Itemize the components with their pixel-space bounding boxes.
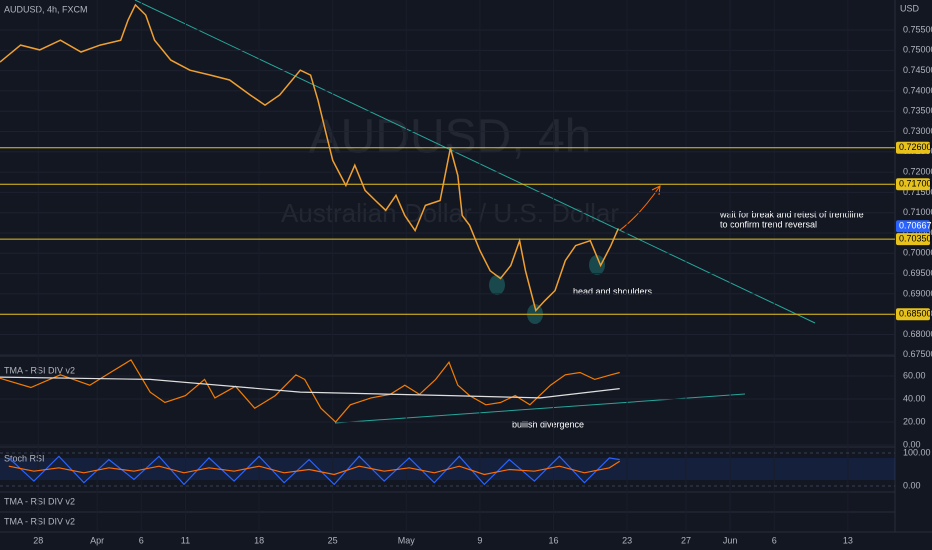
y-tick-label: 0.00 — [903, 480, 921, 490]
level-label-box — [896, 233, 930, 246]
y-tick-label: 20.00 — [903, 416, 926, 426]
level-label-box — [896, 178, 930, 191]
x-tick-label: 11 — [181, 535, 190, 545]
shoulder-marker — [489, 275, 505, 295]
y-tick-label: 100.00 — [903, 447, 931, 457]
y-tick-label: 0.75500 — [903, 24, 932, 34]
indicator-title: TMA - RSI DIV v2 — [4, 516, 75, 526]
x-tick-label: 13 — [843, 535, 853, 545]
x-tick-label: 6 — [139, 535, 144, 545]
x-tick-label: 25 — [328, 535, 338, 545]
x-tick-label: 16 — [548, 535, 558, 545]
x-tick-label: 23 — [622, 535, 632, 545]
x-tick-label: 18 — [254, 535, 264, 545]
level-label-box — [896, 141, 930, 154]
x-tick-label: 6 — [772, 535, 777, 545]
y-tick-label: 0.00 — [903, 439, 921, 449]
level-label: 0.68500 — [899, 309, 932, 319]
level-label-box — [896, 308, 930, 321]
price-line — [0, 3, 619, 313]
level-label: 0.70350 — [899, 233, 932, 243]
last-price-box — [896, 220, 930, 233]
last-price-label: 0.70667 — [899, 221, 932, 231]
annotation: wait for break and retest of trendline — [719, 209, 864, 219]
y-tick-label: 60.00 — [903, 370, 926, 380]
level-label: 0.72600 — [899, 142, 932, 152]
x-tick-label: May — [398, 535, 416, 545]
shoulder-marker — [589, 255, 605, 275]
x-tick-label: 9 — [477, 535, 482, 545]
x-tick-label: 27 — [681, 535, 691, 545]
x-tick-label: 28 — [33, 535, 43, 545]
indicator-line — [0, 376, 620, 399]
indicator-line — [0, 359, 620, 423]
x-tick-label: Apr — [90, 535, 104, 545]
annotation: to confirm trend reversal — [720, 219, 817, 229]
indicator-title: TMA - RSI DIV v2 — [4, 496, 75, 506]
watermark: AUDUSD, 4h — [309, 111, 592, 164]
trendline — [134, 0, 816, 324]
annotation: head and shoulders — [573, 286, 653, 296]
level-label: 0.71700 — [899, 179, 932, 189]
indicator-title: TMA - RSI DIV v2 — [4, 365, 75, 375]
x-tick-label: Jun — [723, 535, 738, 545]
arrow — [619, 185, 661, 231]
annotation: bullish divergence — [512, 419, 584, 429]
y-tick-label: 40.00 — [903, 393, 926, 403]
chart-title: AUDUSD, 4h, FXCM — [4, 4, 88, 14]
currency: USD — [900, 3, 920, 13]
indicator-line — [8, 460, 621, 476]
indicator-title: Stoch RSI — [4, 453, 45, 463]
